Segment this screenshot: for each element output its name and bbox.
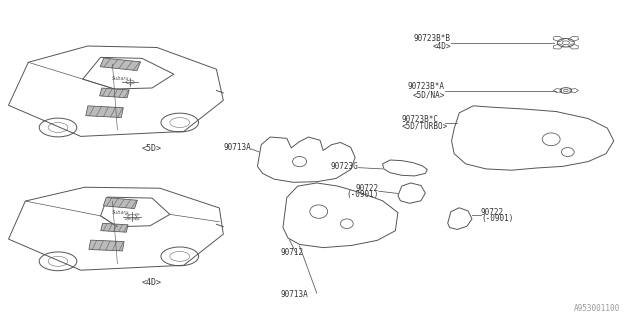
Text: 90722: 90722 — [356, 184, 379, 193]
Text: 90713A: 90713A — [280, 290, 308, 299]
Text: 90722: 90722 — [481, 208, 504, 217]
Text: <5D/TURBO>: <5D/TURBO> — [402, 121, 448, 130]
Bar — [100, 58, 141, 71]
Bar — [89, 240, 124, 251]
Text: 90723G: 90723G — [331, 162, 358, 171]
Text: <4D>: <4D> — [433, 42, 451, 52]
Text: <4D>: <4D> — [142, 277, 162, 286]
Text: 90712: 90712 — [280, 248, 303, 257]
Text: <5D>: <5D> — [142, 144, 162, 153]
Text: 90723B*A: 90723B*A — [408, 82, 445, 91]
Bar — [86, 106, 124, 117]
Bar — [100, 88, 129, 98]
Text: Subaru: Subaru — [111, 76, 129, 81]
Text: (-0901): (-0901) — [346, 190, 379, 199]
Text: <5D/NA>: <5D/NA> — [412, 90, 445, 99]
Text: 90713A: 90713A — [223, 143, 251, 152]
Text: A953001100: A953001100 — [574, 304, 620, 313]
Text: (-0901): (-0901) — [481, 214, 513, 223]
Bar — [100, 223, 128, 232]
Text: 90723B*B: 90723B*B — [414, 34, 451, 43]
Text: 90723B*C: 90723B*C — [402, 115, 439, 124]
Bar — [103, 197, 138, 209]
Text: Subaru: Subaru — [111, 211, 129, 215]
